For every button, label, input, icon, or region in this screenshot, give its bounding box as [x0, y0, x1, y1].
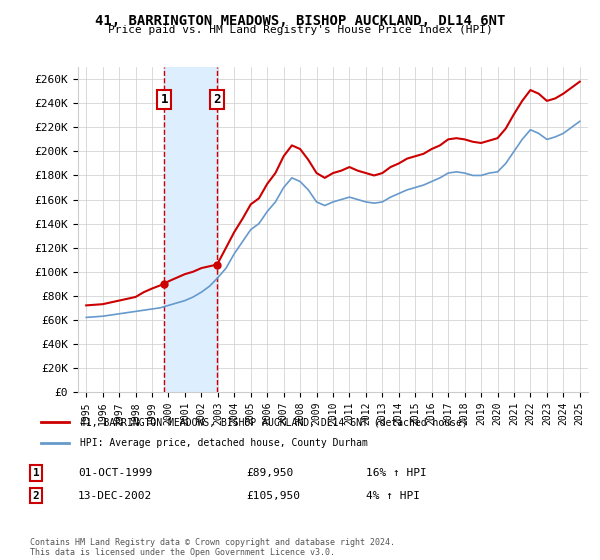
Text: £105,950: £105,950 [246, 491, 300, 501]
Text: 2: 2 [32, 491, 40, 501]
Text: 1: 1 [161, 93, 168, 106]
Bar [164, 67, 217, 392]
Text: HPI: Average price, detached house, County Durham: HPI: Average price, detached house, Coun… [80, 438, 368, 448]
Text: 2: 2 [214, 93, 221, 106]
Text: 16% ↑ HPI: 16% ↑ HPI [366, 468, 427, 478]
Text: 4% ↑ HPI: 4% ↑ HPI [366, 491, 420, 501]
Text: £89,950: £89,950 [246, 468, 293, 478]
Text: Price paid vs. HM Land Registry's House Price Index (HPI): Price paid vs. HM Land Registry's House … [107, 25, 493, 35]
Text: 41, BARRINGTON MEADOWS, BISHOP AUCKLAND, DL14 6NT (detached house): 41, BARRINGTON MEADOWS, BISHOP AUCKLAND,… [80, 417, 467, 427]
Text: 1: 1 [32, 468, 40, 478]
Text: 41, BARRINGTON MEADOWS, BISHOP AUCKLAND, DL14 6NT: 41, BARRINGTON MEADOWS, BISHOP AUCKLAND,… [95, 14, 505, 28]
Text: Contains HM Land Registry data © Crown copyright and database right 2024.
This d: Contains HM Land Registry data © Crown c… [30, 538, 395, 557]
Text: 13-DEC-2002: 13-DEC-2002 [78, 491, 152, 501]
Text: 01-OCT-1999: 01-OCT-1999 [78, 468, 152, 478]
